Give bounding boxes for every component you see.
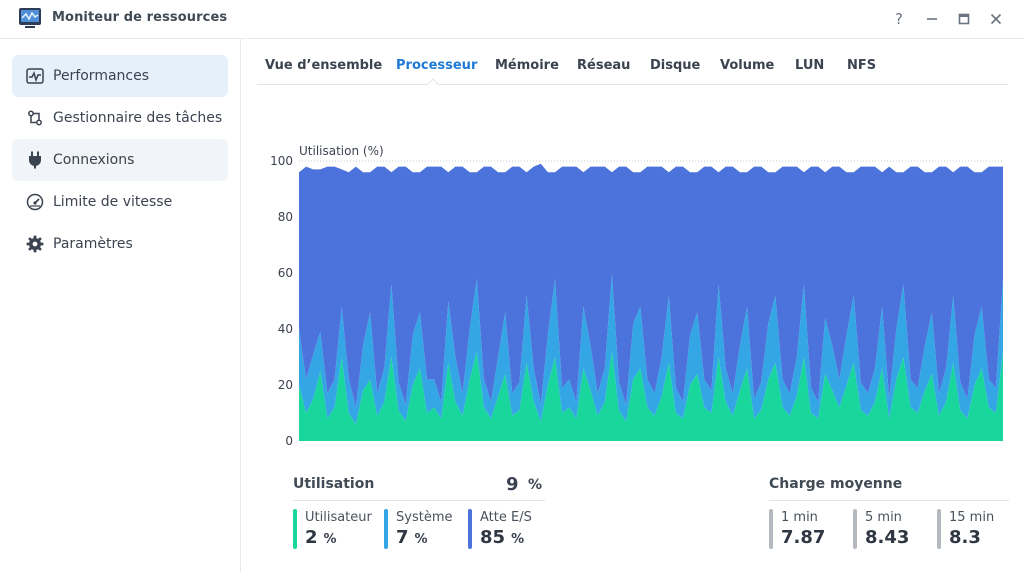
metric-label: Atte E/S	[480, 510, 532, 525]
metric-value: 8.43	[865, 527, 910, 548]
sidebar-item-task-manager[interactable]: Gestionnaire des tâches	[12, 97, 228, 139]
metric-label: Utilisateur	[305, 510, 372, 525]
sidebar-item-label: Paramètres	[53, 236, 133, 252]
divider	[293, 500, 545, 501]
sidebar-item-speed-limit[interactable]: Limite de vitesse	[12, 181, 228, 223]
y-tick-label: 0	[285, 434, 293, 448]
utilization-total-value: 9	[506, 474, 519, 495]
area-series-1	[299, 273, 1003, 425]
sidebar-item-performances[interactable]: Performances	[12, 55, 228, 97]
tab-disk[interactable]: Disque	[650, 58, 701, 73]
divider	[769, 500, 1009, 501]
metric-value-row: 7%	[396, 527, 428, 548]
performance-icon	[25, 66, 45, 86]
metric-value-row: 85%	[480, 527, 524, 548]
title-bar: Moniteur de ressources ?	[0, 0, 1024, 39]
metric-unit: %	[511, 532, 525, 547]
task-manager-icon	[25, 108, 45, 128]
close-button[interactable]	[985, 8, 1007, 30]
y-tick-label: 100	[270, 154, 293, 168]
tab-overview[interactable]: Vue d’ensemble	[265, 58, 383, 73]
metric-value: 8.3	[949, 527, 981, 548]
metric-color-bar	[853, 509, 857, 549]
sidebar-item-label: Connexions	[53, 152, 135, 168]
resource-monitor-icon	[18, 7, 42, 29]
utilization-total-unit: %	[528, 477, 543, 493]
y-tick-label: 40	[278, 322, 293, 336]
tab-memory[interactable]: Mémoire	[495, 58, 559, 73]
metric-value: 2	[305, 527, 318, 548]
metric-value: 85	[480, 527, 506, 548]
metric-value: 7	[396, 527, 409, 548]
plug-icon	[25, 150, 45, 170]
sidebar-item-label: Performances	[53, 68, 150, 84]
maximize-icon	[958, 13, 970, 25]
metric-value: 7.87	[781, 527, 826, 548]
tab-processor[interactable]: Processeur	[396, 58, 478, 73]
metric-color-bar	[384, 509, 388, 549]
metric-color-bar	[468, 509, 472, 549]
metric-color-bar	[937, 509, 941, 549]
gear-icon	[25, 234, 45, 254]
utilization-title: Utilisation	[293, 476, 375, 492]
tab-network[interactable]: Réseau	[577, 58, 631, 73]
metric-color-bar	[769, 509, 773, 549]
maximize-button[interactable]	[953, 8, 975, 30]
minimize-icon	[927, 18, 937, 20]
metric-label: Système	[396, 510, 453, 525]
sidebar-item-connexions[interactable]: Connexions	[12, 139, 228, 181]
metric-unit: %	[323, 532, 337, 547]
sidebar-item-label: Gestionnaire des tâches	[53, 110, 223, 126]
y-tick-label: 80	[278, 210, 293, 224]
active-tab-caret	[427, 78, 439, 86]
sidebar-item-settings[interactable]: Paramètres	[12, 223, 228, 265]
metric-label: 15 min	[949, 510, 995, 525]
tab-lun[interactable]: LUN	[795, 58, 825, 73]
metric-label: 1 min	[781, 510, 818, 525]
metric-value-row: 2%	[305, 527, 337, 548]
sidebar-item-label: Limite de vitesse	[53, 194, 173, 210]
sidebar: Performances Gestionnaire des tâches Con…	[0, 39, 241, 572]
tab-bar: Vue d’ensemble Processeur Mémoire Réseau…	[257, 44, 1008, 86]
tab-volume[interactable]: Volume	[720, 58, 775, 73]
tab-nfs[interactable]: NFS	[847, 58, 877, 73]
area-series-0	[299, 351, 1003, 441]
metric-unit: %	[414, 532, 428, 547]
load-average-title: Charge moyenne	[769, 476, 903, 492]
y-tick-label: 20	[278, 378, 293, 392]
metric-label: 5 min	[865, 510, 902, 525]
y-tick-label: 60	[278, 266, 293, 280]
cpu-utilization-chart: Utilisation (%) 0 20 40 60 80 100	[270, 144, 1003, 448]
metric-color-bar	[293, 509, 297, 549]
close-icon	[990, 13, 1002, 25]
help-button[interactable]: ?	[895, 10, 903, 28]
minimize-button[interactable]	[921, 8, 943, 30]
area-series-2	[299, 163, 1003, 408]
speed-gauge-icon	[25, 192, 45, 212]
chart-y-axis-label: Utilisation (%)	[299, 144, 384, 158]
window-title: Moniteur de ressources	[52, 10, 228, 25]
